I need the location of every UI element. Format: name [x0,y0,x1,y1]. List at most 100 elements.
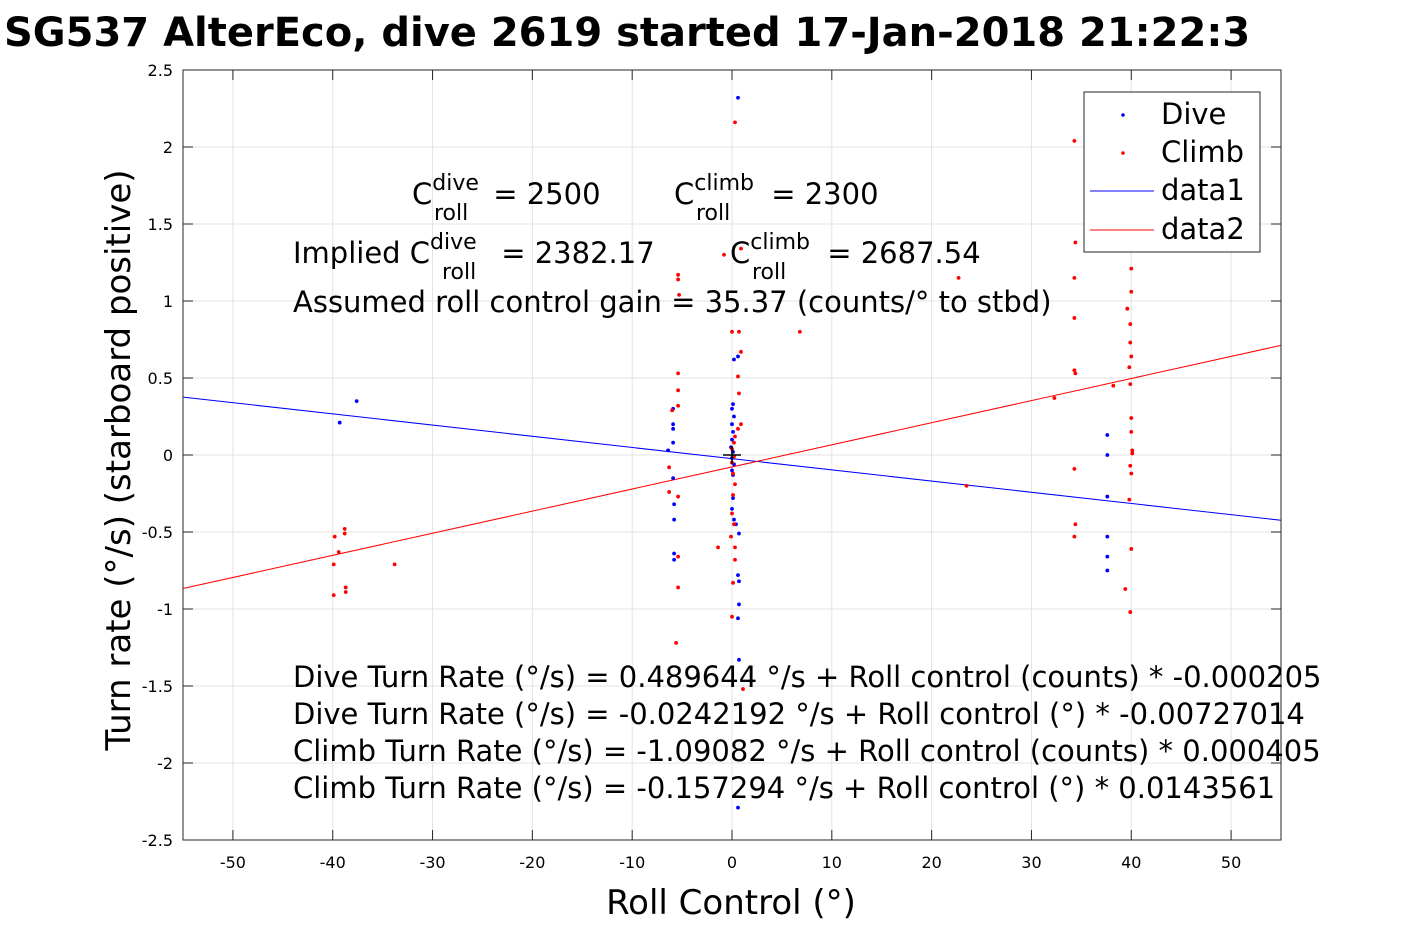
climb-point [1072,138,1077,143]
climb-point [1128,322,1133,326]
data-points [331,95,1135,810]
dive-point [672,557,677,562]
climb-point [1129,471,1134,476]
y-tick-label: 0 [163,446,173,465]
climb-point [737,329,741,334]
x-tick-label: 30 [1021,853,1041,872]
dive-point [354,399,359,403]
dive-point [732,414,736,419]
climb-point [739,349,743,354]
climb-point [667,490,672,494]
climb-point [1129,416,1134,420]
climb-point [732,440,736,445]
legend-box [1083,91,1261,253]
dive-point [672,517,677,522]
dive-point [731,430,735,434]
dive-point [730,468,734,473]
c-roll-climb-label: Cclimb roll = 2300 [674,171,879,226]
legend: Dive Climb data1 data2 [1083,91,1261,253]
climb-point [342,527,347,531]
climb-point [332,534,337,539]
climb-point [1128,382,1133,387]
climb-point [676,388,680,393]
climb-point [736,374,740,379]
y-tick-label: -0.5 [142,523,173,542]
climb-point [1130,448,1135,453]
dive-point [666,448,671,453]
dive-point [1105,554,1110,559]
fit-label-climb-counts: Climb Turn Rate (°/s) = -1.09082 °/s + R… [293,734,1321,768]
climb-point [739,246,743,251]
climb-point [331,562,336,567]
y-tick-label: -2.5 [142,831,173,850]
climb-point [676,494,680,499]
climb-point [730,511,734,516]
dive-point [1105,433,1110,437]
x-tick-label: -30 [419,853,445,872]
legend-climb-marker [1121,151,1125,155]
climb-point [736,426,740,431]
dive-point [730,507,734,511]
climb-point [1123,587,1128,591]
climb-point [1073,522,1078,527]
dive-point [730,437,734,442]
climb-point [1072,276,1077,280]
climb-point [1128,340,1133,345]
climb-point [1127,365,1132,370]
y-tick-label: 1.5 [148,215,173,234]
x-tick-label: 20 [921,853,941,872]
dive-point [736,805,740,810]
legend-climb-label: Climb [1161,135,1244,169]
climb-point [731,580,735,585]
climb-point [1073,371,1078,376]
dive-point [737,579,741,584]
climb-point [741,687,745,691]
dive-point [736,616,740,621]
dive-point [737,657,741,662]
dive-point [730,422,734,427]
dive-point [671,476,676,480]
dive-point [731,402,735,407]
climb-point [731,493,735,497]
fit-label-dive-degrees: Dive Turn Rate (°/s) = -0.0242192 °/s + … [293,697,1305,731]
y-tick-label: -2 [157,754,173,773]
dive-point [736,573,740,578]
legend-data2-label: data2 [1161,212,1245,246]
dive-point [736,354,740,359]
y-tick-label: -1 [157,600,173,619]
climb-point [737,391,741,396]
legend-dive-label: Dive [1161,97,1226,131]
climb-point [676,272,680,277]
climb-point [716,545,720,550]
climb-point [956,276,961,280]
climb-point [676,554,680,559]
climb-point [1128,610,1133,614]
climb-point [1072,316,1077,320]
climb-point [1128,463,1133,468]
x-tick-label: 40 [1121,853,1141,872]
x-tick-label: -40 [320,853,346,872]
climb-point [797,329,802,334]
roll-gain-label: Assumed roll control gain = 35.37 (count… [293,285,1052,319]
dive-point [671,440,676,445]
c-roll-dive-label: Cdive roll = 2500 [412,171,601,226]
dive-point [1105,534,1110,539]
dive-point [1105,494,1110,499]
dive-point [337,420,342,425]
climb-point [1130,451,1135,456]
climb-point [343,590,348,594]
dive-point [671,422,676,427]
chart-title: SG537 AlterEco, dive 2619 started 17-Jan… [4,10,1250,56]
dive-point [732,517,736,522]
climb-point [1073,240,1078,245]
y-tick-label: 1 [163,292,173,311]
legend-dive-marker [1121,113,1125,117]
climb-point [1072,534,1077,539]
x-axis-label: Roll Control (°) [606,883,856,923]
fit-label-climb-degrees: Climb Turn Rate (°/s) = -0.157294 °/s + … [293,771,1275,805]
dive-point [731,496,735,501]
climb-point [331,593,336,598]
climb-point [1072,466,1077,471]
implied-c-roll-climb-label: Cclimb roll = 2687.54 [730,230,981,285]
